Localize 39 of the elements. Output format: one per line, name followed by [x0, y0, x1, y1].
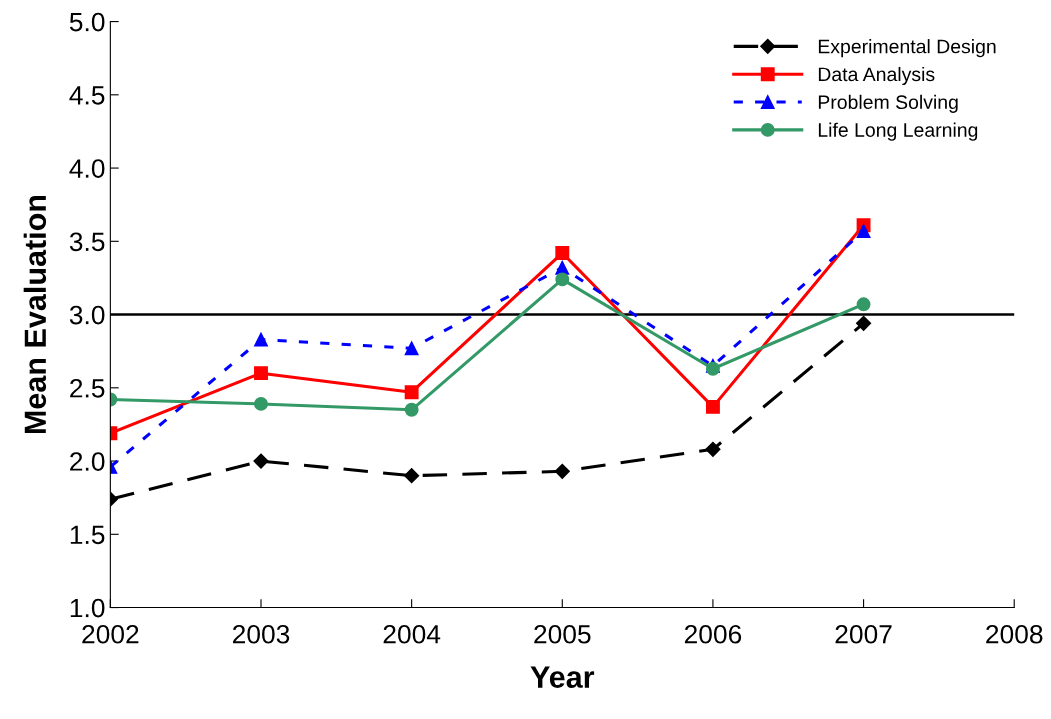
- legend-label: Experimental Design: [818, 39, 996, 58]
- x-tick-label: 2004: [383, 624, 441, 644]
- point: [404, 402, 419, 417]
- point: [856, 224, 871, 239]
- point: [555, 260, 570, 275]
- y-tick-label: 1.0: [70, 598, 105, 618]
- point: [254, 332, 268, 347]
- point: [555, 246, 570, 260]
- x-tick-label: 2002: [82, 624, 139, 644]
- x-tick-label: 2005: [534, 624, 591, 644]
- point: [555, 272, 570, 287]
- x-tick-label: 2003: [232, 624, 290, 644]
- point: [254, 366, 268, 381]
- point: [856, 315, 872, 331]
- x-tick-label: 2007: [835, 624, 892, 644]
- y-tick-label: 4.0: [69, 159, 105, 178]
- y-tick-label: 3.5: [69, 232, 105, 252]
- y-axis-title: Mean Evaluation: [23, 195, 47, 434]
- point: [554, 463, 570, 479]
- point: [705, 441, 721, 457]
- y-tick-label: 1.5: [70, 525, 105, 545]
- x-tick-label: 2006: [684, 624, 742, 644]
- point: [253, 453, 269, 469]
- legend-label: Life Long Learning: [818, 122, 978, 141]
- legend-label: Problem Solving: [818, 94, 958, 113]
- y-tick-label: 2.5: [70, 378, 105, 398]
- y-tick-label: 2.0: [70, 452, 105, 471]
- y-tick-label: 4.5: [69, 86, 105, 105]
- y-tick-label: 3.0: [69, 305, 105, 325]
- point: [404, 341, 419, 356]
- x-tick-label: 2008: [986, 624, 1043, 644]
- point: [254, 396, 268, 411]
- legend-label: Data Analysis: [818, 66, 935, 86]
- x-axis-title: Year: [530, 666, 595, 688]
- y-tick-label: 5.0: [69, 12, 105, 32]
- point: [404, 385, 419, 400]
- point: [856, 297, 871, 312]
- point: [705, 399, 720, 414]
- point: [404, 468, 420, 484]
